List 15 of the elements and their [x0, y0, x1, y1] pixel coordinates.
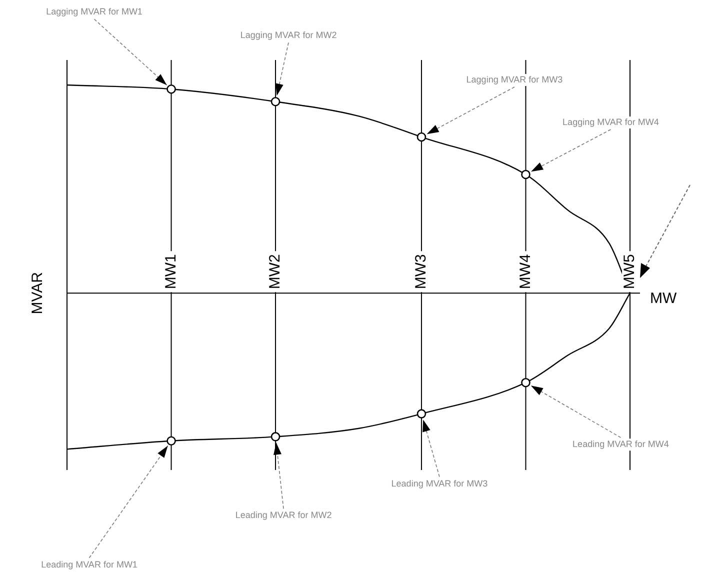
x-axis-title: MW: [650, 290, 678, 308]
y-axis-title: MVAR: [29, 272, 46, 314]
annotation: Leading MVAR for MW4: [572, 439, 669, 450]
annotation: Lagging MVAR for MW1: [46, 6, 142, 17]
x-tick-label: MW3: [412, 254, 430, 290]
annotation: Leading MVAR for MW1: [41, 559, 138, 570]
x-tick-label: MW4: [516, 254, 534, 290]
annotation: Lagging MVAR for MW3: [466, 74, 563, 84]
annotation: Lagging MVAR for MW2: [240, 30, 337, 40]
annotation: Leading MVAR for MW2: [235, 510, 332, 520]
x-tick-label: MW1: [162, 254, 180, 290]
x-tick-label: MW2: [266, 254, 284, 290]
annotation: Leading MVAR for MW3: [391, 478, 488, 488]
annotation: Lagging MVAR for MW4: [562, 116, 659, 127]
x-tick-label: MW5: [621, 254, 638, 290]
